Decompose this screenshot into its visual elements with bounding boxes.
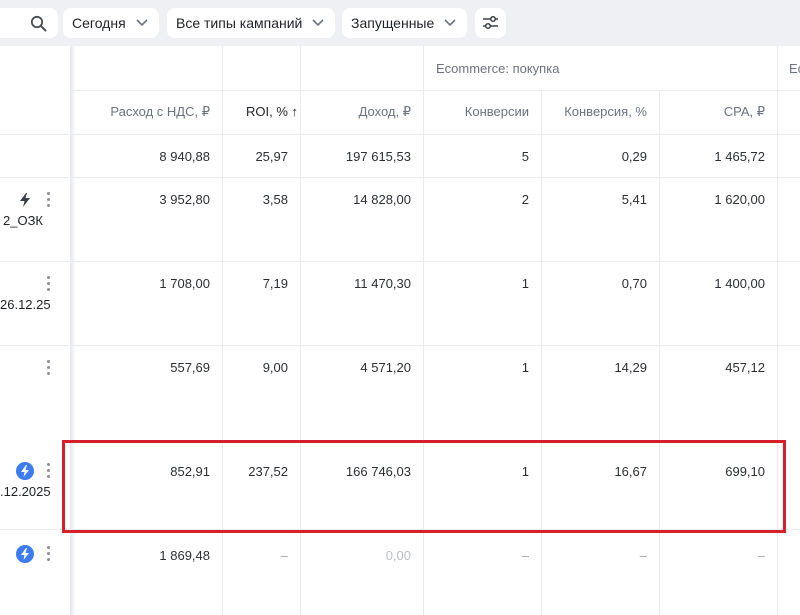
chevron-down-icon <box>312 19 324 27</box>
row-divider <box>70 90 800 91</box>
status-filter-label: Запущенные <box>351 15 435 31</box>
cell-spend: 852,91 <box>170 464 210 479</box>
toolbar: Сегодня Все типы кампаний Запущенные <box>0 0 800 46</box>
cell-cpa: 457,12 <box>725 360 765 375</box>
row-divider <box>0 134 800 135</box>
row-divider <box>0 177 800 178</box>
cell-cpa: 1 400,00 <box>714 276 765 291</box>
campaign-name-fragment[interactable]: 2_ОЗК <box>3 213 43 228</box>
totals-income: 197 615,53 <box>345 149 411 164</box>
column-settings-button[interactable] <box>475 8 506 38</box>
date-filter-dropdown[interactable]: Сегодня <box>63 8 159 38</box>
column-header-conversion-rate[interactable]: Конверсия, % <box>564 104 647 119</box>
bolt-blue-icon <box>16 545 34 563</box>
totals-conversions: 5 <box>521 149 529 164</box>
cell-income: 14 828,00 <box>353 192 411 207</box>
column-divider <box>300 46 301 615</box>
cell-conversions: 1 <box>521 276 529 291</box>
cell-conversions: 1 <box>521 464 529 479</box>
column-header-cpa[interactable]: CPA, ₽ <box>723 104 765 119</box>
campaign-type-dropdown[interactable]: Все типы кампаний <box>167 8 335 38</box>
campaign-type-label: Все типы кампаний <box>176 15 303 31</box>
chevron-down-icon <box>136 19 148 27</box>
row-menu-icon[interactable] <box>47 276 51 292</box>
group-header-ecommerce: Ecommerce: покупка <box>436 61 560 76</box>
cell-conversion-rate: 16,67 <box>614 464 647 479</box>
totals-conversion-rate: 0,29 <box>621 149 647 164</box>
row-menu-icon[interactable] <box>47 546 51 562</box>
date-filter-label: Сегодня <box>72 15 126 31</box>
column-header-income[interactable]: Доход, ₽ <box>358 104 411 119</box>
column-header-conversions[interactable]: Конверсии <box>464 104 529 119</box>
cell-conversion-rate: 5,41 <box>621 192 647 207</box>
group-header-next: Ec <box>789 61 800 76</box>
column-divider <box>222 46 223 615</box>
status-filter-dropdown[interactable]: Запущенные <box>342 8 467 38</box>
cell-spend: 557,69 <box>170 360 210 375</box>
cell-roi: – <box>280 548 288 563</box>
bolt-blue-icon <box>16 462 34 480</box>
totals-spend: 8 940,88 <box>159 149 210 164</box>
cell-conversions: 1 <box>521 360 529 375</box>
cell-roi: 237,52 <box>248 464 288 479</box>
cell-roi: 7,19 <box>262 276 288 291</box>
totals-roi: 25,97 <box>255 149 288 164</box>
cell-spend: 1 869,48 <box>159 548 210 563</box>
column-divider <box>659 91 660 615</box>
row-divider <box>0 261 800 262</box>
cell-income: 4 571,20 <box>360 360 411 375</box>
search-icon[interactable] <box>30 15 47 32</box>
sliders-icon <box>483 15 498 30</box>
bolt-icon <box>17 192 33 208</box>
chevron-down-icon <box>444 19 456 27</box>
cell-conversion-rate: 14,29 <box>614 360 647 375</box>
cell-cpa: 699,10 <box>725 464 765 479</box>
cell-income: 166 746,03 <box>345 464 411 479</box>
row-menu-icon[interactable] <box>47 463 51 479</box>
column-divider <box>777 46 778 615</box>
cell-spend: 1 708,00 <box>159 276 210 291</box>
row-menu-icon[interactable] <box>47 360 51 376</box>
totals-cpa: 1 465,72 <box>714 149 765 164</box>
column-header-spend[interactable]: Расход с НДС, ₽ <box>110 104 210 119</box>
cell-conversion-rate: – <box>639 548 647 563</box>
campaign-name-fragment[interactable]: .12.2025 <box>0 484 51 499</box>
cell-income: 0,00 <box>385 548 411 563</box>
row-divider <box>0 345 800 346</box>
cell-roi: 3,58 <box>262 192 288 207</box>
search-field[interactable] <box>0 8 58 38</box>
cell-conversion-rate: 0,70 <box>621 276 647 291</box>
column-divider <box>541 91 542 615</box>
row-divider <box>0 529 800 530</box>
campaign-name-fragment[interactable]: 26.12.25 <box>0 297 51 312</box>
row-menu-icon[interactable] <box>47 192 51 208</box>
highlight-annotation <box>62 440 786 533</box>
cell-cpa: 1 620,00 <box>714 192 765 207</box>
frozen-column-shadow <box>70 46 76 615</box>
column-header-roi[interactable]: ROI, % ↑ <box>245 104 298 119</box>
campaign-name-column <box>0 46 70 615</box>
cell-conversions: – <box>521 548 529 563</box>
column-divider <box>423 46 424 615</box>
cell-spend: 3 952,80 <box>159 192 210 207</box>
cell-roi: 9,00 <box>262 360 288 375</box>
cell-conversions: 2 <box>521 192 529 207</box>
cell-cpa: – <box>757 548 765 563</box>
cell-income: 11 470,30 <box>354 276 411 291</box>
